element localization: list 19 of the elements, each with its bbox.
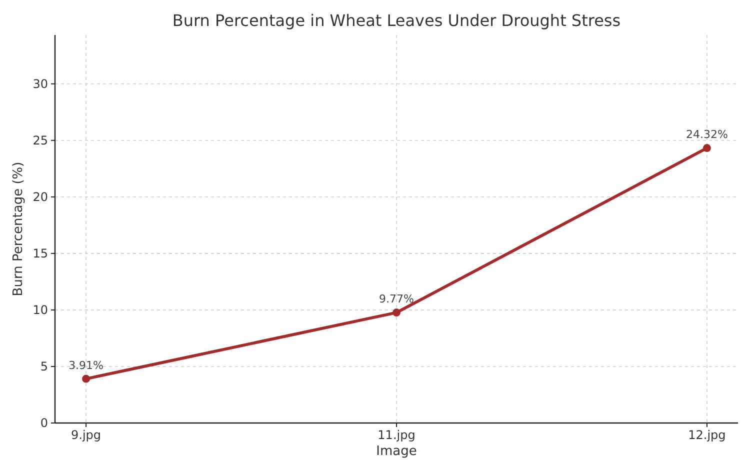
x-tick-label: 11.jpg bbox=[378, 428, 416, 442]
data-label: 9.77% bbox=[379, 292, 414, 306]
y-tick-label: 15 bbox=[32, 246, 48, 261]
data-label: 24.32% bbox=[686, 128, 728, 142]
chart-title: Burn Percentage in Wheat Leaves Under Drought Stress bbox=[172, 11, 621, 30]
y-axis-title: Burn Percentage (%) bbox=[11, 162, 26, 296]
x-tick-label: 9.jpg bbox=[71, 428, 102, 442]
y-tick-label: 5 bbox=[40, 360, 48, 374]
y-tick-label: 0 bbox=[40, 416, 48, 430]
y-tick-label: 25 bbox=[32, 134, 48, 148]
point bbox=[702, 144, 711, 152]
x-axis-title: Image bbox=[376, 444, 417, 459]
y-tick-label: 10 bbox=[32, 303, 48, 318]
point bbox=[82, 374, 90, 383]
data-label: 3.91% bbox=[68, 358, 104, 372]
x-tick-label: 12.jpg bbox=[688, 428, 726, 442]
y-tick-label: 30 bbox=[32, 77, 48, 92]
y-tick-label: 20 bbox=[32, 190, 48, 204]
point bbox=[392, 308, 400, 317]
